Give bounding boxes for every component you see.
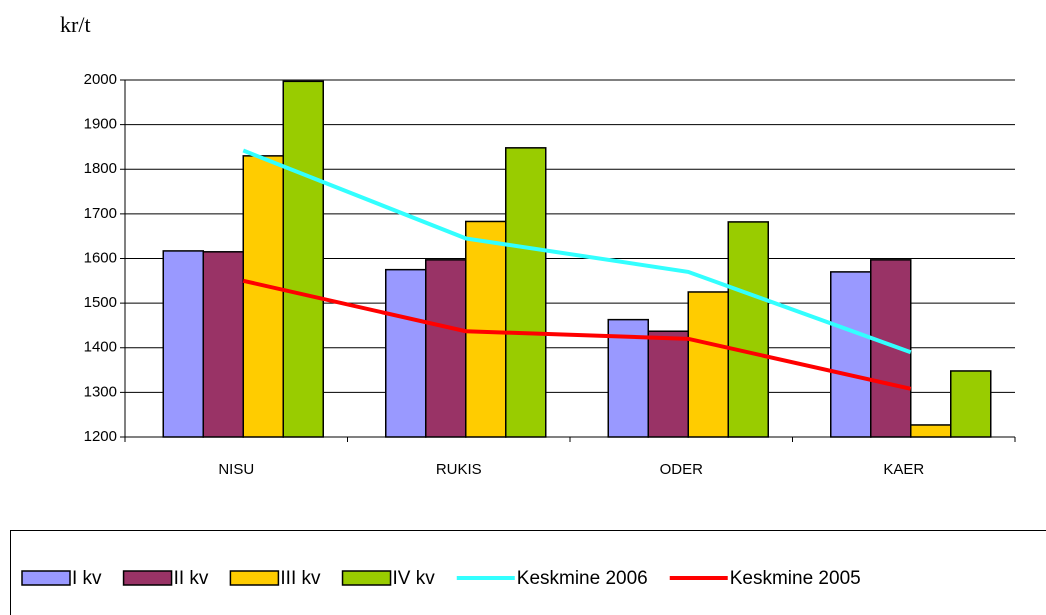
legend-label: Keskmine 2006: [517, 568, 648, 589]
x-tick-label: NISU: [218, 461, 254, 478]
y-tick-label: 1800: [84, 160, 117, 177]
bar: [727, 221, 769, 438]
x-tick-label: ODER: [660, 461, 704, 478]
legend-label: I kv: [72, 568, 102, 589]
line: [242, 148, 912, 355]
bar: [465, 220, 507, 438]
legend-swatch: [229, 570, 280, 586]
legend-box: [10, 530, 1046, 615]
legend-swatch: [341, 570, 392, 586]
legend-label: III kv: [280, 568, 321, 589]
x-tick-label: KAER: [883, 461, 924, 478]
legend-swatch: [122, 570, 173, 586]
y-axis-label: kr/t: [60, 12, 91, 37]
bar: [830, 271, 872, 438]
x-tick-label: RUKIS: [436, 461, 482, 478]
bar: [385, 268, 427, 438]
bar: [242, 155, 284, 438]
legend-label: II kv: [174, 568, 209, 589]
y-tick-label: 1700: [84, 205, 117, 222]
y-tick-label: 1200: [84, 428, 117, 445]
bar: [505, 147, 547, 438]
y-tick-label: 1500: [84, 294, 117, 311]
legend-label: Keskmine 2005: [730, 568, 861, 589]
y-tick-label: 1300: [84, 383, 117, 400]
bar: [950, 370, 992, 438]
y-tick-label: 1600: [84, 249, 117, 266]
legend-label: IV kv: [393, 568, 436, 589]
legend-swatch: [21, 570, 71, 586]
bar: [282, 80, 324, 438]
y-tick-label: 2000: [84, 71, 117, 88]
y-tick-label: 1400: [84, 339, 117, 356]
line: [242, 278, 912, 391]
bar: [425, 259, 467, 438]
bar: [910, 424, 952, 438]
bar: [687, 291, 729, 438]
bar: [647, 330, 689, 438]
y-tick-label: 1900: [84, 116, 117, 133]
bar: [162, 250, 204, 438]
bar: [202, 251, 244, 438]
